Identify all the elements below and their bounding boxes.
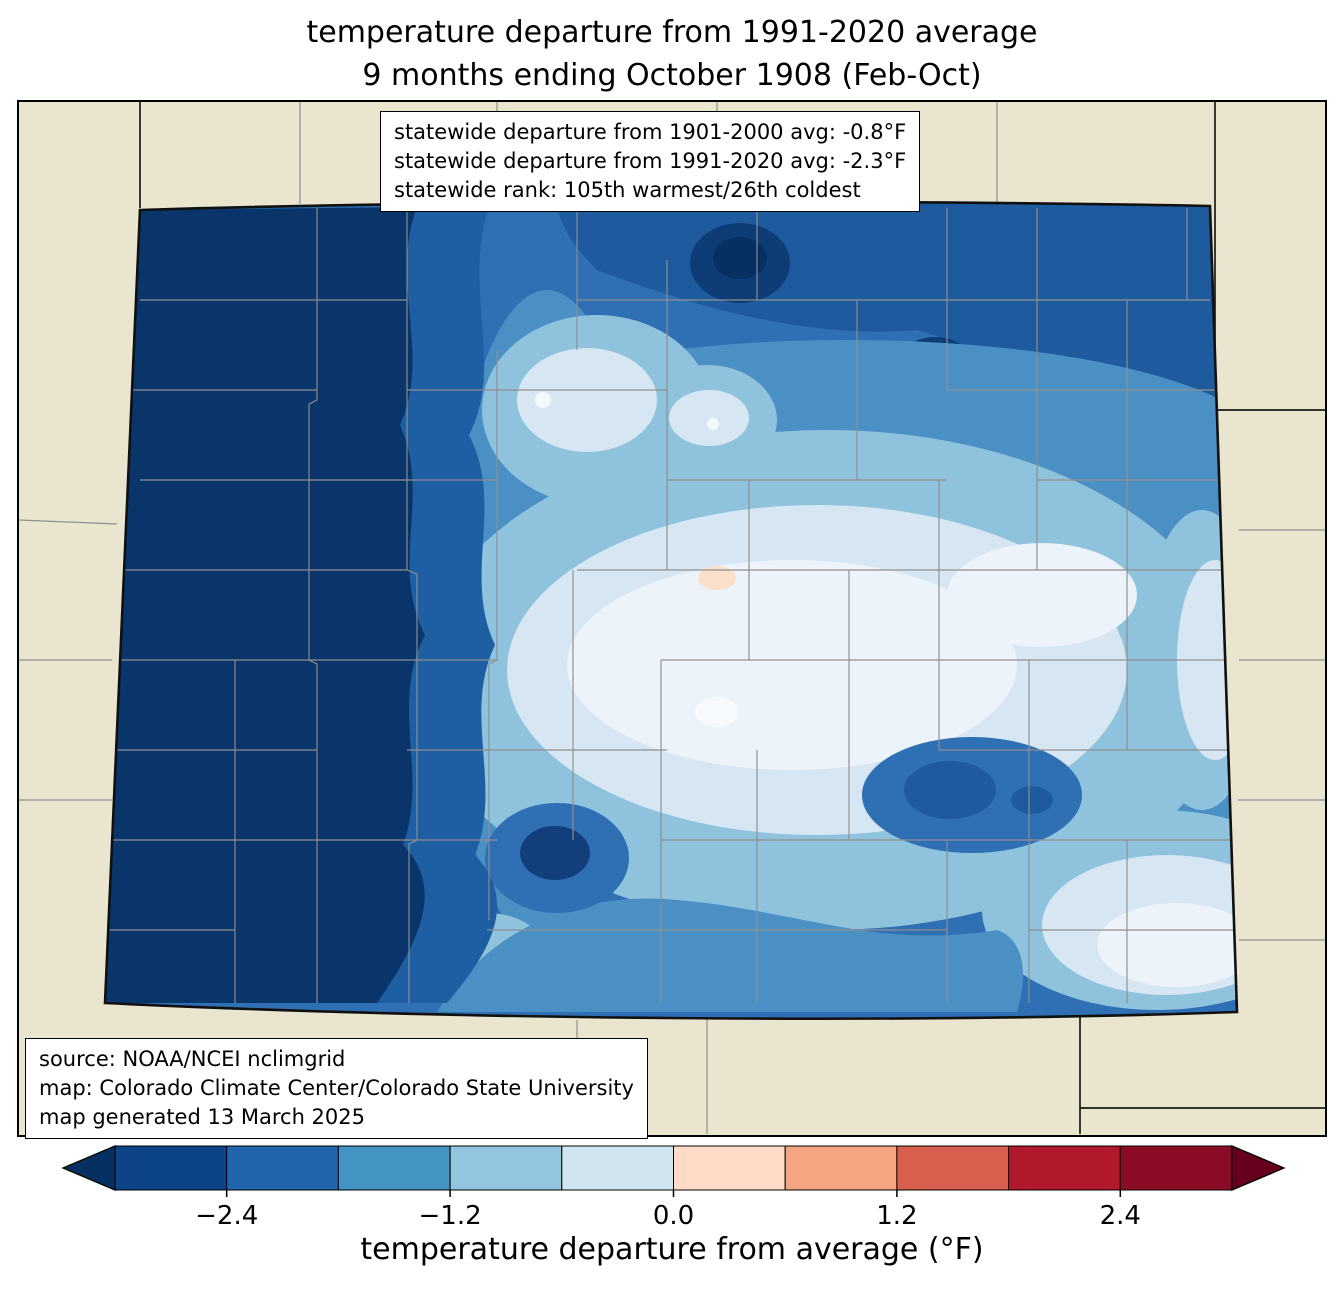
colorbar-under-arrow	[61, 1145, 116, 1191]
statewide-stats-box: statewide departure from 1901-2000 avg: …	[380, 111, 921, 212]
colorbar-segment	[449, 1145, 563, 1191]
source-line-3: map generated 13 March 2025	[39, 1104, 366, 1129]
source-line-2: map: Colorado Climate Center/Colorado St…	[39, 1075, 634, 1100]
colorbar-tick-label: 0.0	[653, 1201, 694, 1231]
title-line-1: temperature departure from 1991-2020 ave…	[306, 15, 1038, 50]
figure-title: temperature departure from 1991-2020 ave…	[0, 12, 1344, 97]
colorbar-segment	[561, 1145, 674, 1191]
colorbar-over-arrow	[1231, 1145, 1286, 1191]
source-attribution-box: source: NOAA/NCEI nclimgrid map: Colorad…	[25, 1038, 648, 1139]
contour-fills	[105, 201, 1237, 1019]
colorbar-segment	[337, 1145, 451, 1191]
colorbar-segment	[1008, 1145, 1121, 1191]
stats-line-2: statewide departure from 1991-2020 avg: …	[394, 148, 907, 173]
title-line-2: 9 months ending October 1908 (Feb-Oct)	[362, 57, 982, 93]
colorbar-segment	[226, 1145, 339, 1191]
map-area: statewide departure from 1901-2000 avg: …	[17, 100, 1327, 1139]
source-line-1: source: NOAA/NCEI nclimgrid	[39, 1047, 346, 1071]
neighbor-state-borders	[139, 102, 1325, 1134]
colorbar-tick-label: −1.2	[419, 1201, 482, 1231]
colorbar-tick-label: 1.2	[876, 1201, 917, 1231]
colorbar-segment	[896, 1145, 1010, 1191]
stats-line-3: statewide rank: 105th warmest/26th colde…	[394, 177, 861, 202]
colorbar-tick-label: 2.4	[1100, 1201, 1141, 1231]
colorbar-segment	[673, 1145, 786, 1191]
colorado-map-svg	[17, 100, 1327, 1137]
colorbar-segment	[1119, 1145, 1233, 1191]
stats-line-1: statewide departure from 1901-2000 avg: …	[394, 120, 907, 144]
colorbar-tick-label: −2.4	[195, 1201, 258, 1231]
colorbar: −2.4 −1.2 0.0 1.2 2.4	[0, 1142, 1344, 1234]
colorbar-segment	[114, 1145, 228, 1191]
colorado-county-lines	[105, 208, 1235, 1003]
colorbar-svg: −2.4 −1.2 0.0 1.2 2.4	[61, 1145, 1286, 1231]
colorbar-segment	[784, 1145, 898, 1191]
colorbar-label: temperature departure from average (°F)	[360, 1232, 984, 1267]
